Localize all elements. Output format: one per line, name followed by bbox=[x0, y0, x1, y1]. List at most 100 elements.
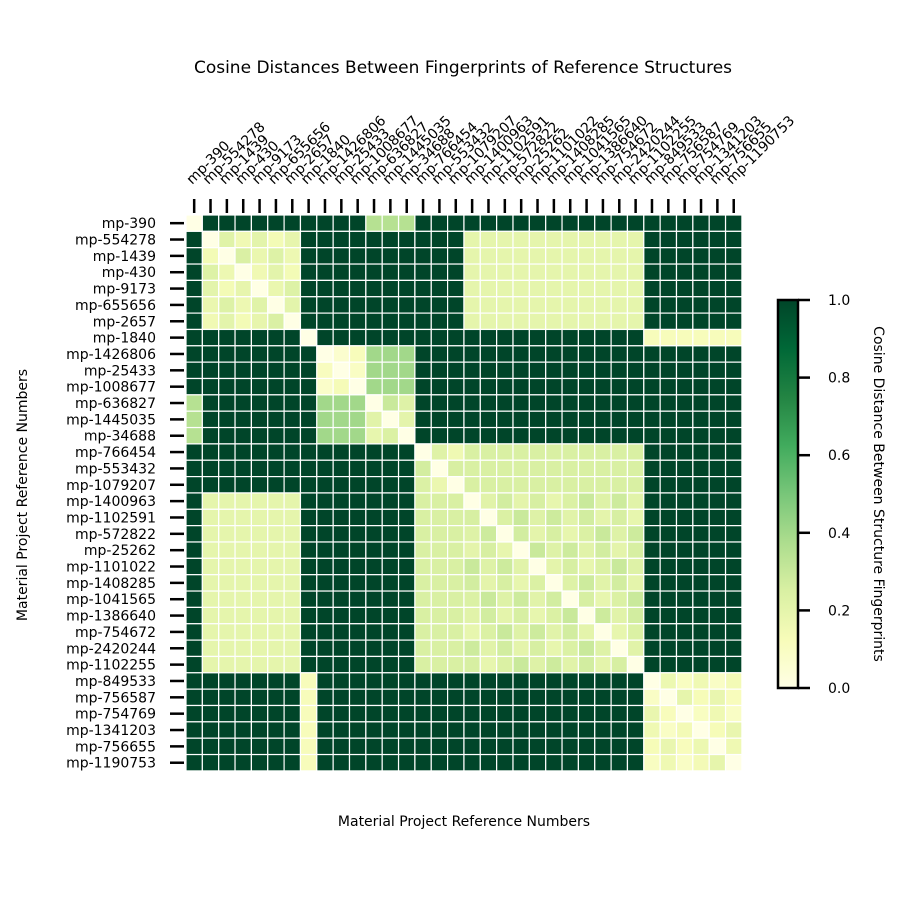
heatmap-cell bbox=[283, 688, 302, 707]
heatmap-cell bbox=[397, 214, 416, 232]
heatmap-cell bbox=[218, 655, 236, 674]
heatmap-cell bbox=[659, 459, 678, 478]
heatmap-cell bbox=[234, 606, 253, 625]
heatmap-cell bbox=[561, 753, 579, 772]
heatmap-cell bbox=[561, 672, 579, 690]
heatmap-cell bbox=[692, 721, 710, 739]
heatmap-cell bbox=[643, 361, 661, 380]
heatmap-cell bbox=[463, 410, 481, 429]
heatmap-cell bbox=[479, 328, 498, 347]
heatmap-cell bbox=[201, 721, 220, 739]
heatmap-cell bbox=[430, 214, 449, 232]
heatmap-cell bbox=[283, 753, 302, 772]
heatmap-cell bbox=[316, 606, 334, 625]
heatmap-cell bbox=[463, 377, 481, 396]
heatmap-cell bbox=[447, 623, 465, 641]
heatmap-cell bbox=[496, 345, 514, 363]
heatmap-cell bbox=[201, 247, 220, 265]
heatmap-cell bbox=[545, 639, 563, 658]
heatmap-cell bbox=[528, 394, 547, 412]
heatmap-cell bbox=[610, 737, 629, 756]
heatmap-cell bbox=[577, 492, 596, 510]
heatmap-cell bbox=[496, 557, 514, 576]
heatmap-cell bbox=[545, 247, 563, 265]
heatmap-cell bbox=[479, 753, 498, 772]
heatmap-cell bbox=[659, 623, 678, 641]
heatmap-cell bbox=[316, 410, 334, 429]
heatmap-cell bbox=[626, 704, 645, 723]
heatmap-cell bbox=[724, 377, 743, 396]
heatmap-cell bbox=[365, 590, 383, 608]
heatmap-cell bbox=[692, 377, 710, 396]
heatmap-cell bbox=[234, 345, 253, 363]
heatmap-cell bbox=[365, 230, 383, 249]
heatmap-cell bbox=[299, 672, 318, 690]
heatmap-cell bbox=[479, 557, 498, 576]
heatmap-cell bbox=[348, 557, 367, 576]
heatmap-cell bbox=[218, 492, 236, 510]
heatmap-cell bbox=[447, 655, 465, 674]
heatmap-cell bbox=[348, 704, 367, 723]
heatmap-cell bbox=[643, 721, 661, 739]
heatmap-cell bbox=[692, 688, 710, 707]
heatmap-cell bbox=[414, 737, 432, 756]
heatmap-cell bbox=[414, 639, 432, 658]
heatmap-cell bbox=[332, 672, 351, 690]
heatmap-cell bbox=[561, 737, 579, 756]
heatmap-cell bbox=[659, 394, 678, 412]
heatmap-cell bbox=[447, 345, 465, 363]
heatmap-cell bbox=[218, 230, 236, 249]
heatmap-cell bbox=[692, 508, 710, 527]
heatmap-cell bbox=[643, 704, 661, 723]
heatmap-cell bbox=[447, 639, 465, 658]
heatmap-cell bbox=[659, 361, 678, 380]
heatmap-cell bbox=[299, 230, 318, 249]
heatmap-cell bbox=[512, 230, 530, 249]
heatmap-cell bbox=[299, 639, 318, 658]
heatmap-cell bbox=[577, 508, 596, 527]
heatmap-cell bbox=[299, 328, 318, 347]
heatmap-cell bbox=[512, 247, 530, 265]
heatmap-cell bbox=[283, 426, 302, 445]
heatmap-cell bbox=[348, 606, 367, 625]
heatmap-cell bbox=[675, 737, 694, 756]
heatmap-cell bbox=[496, 214, 514, 232]
heatmap-cell bbox=[512, 753, 530, 772]
heatmap-cell bbox=[365, 688, 383, 707]
heatmap-cell bbox=[250, 230, 269, 249]
heatmap-cell bbox=[708, 361, 727, 380]
heatmap-cell bbox=[626, 459, 645, 478]
heatmap-cell bbox=[283, 541, 302, 559]
heatmap-cell bbox=[594, 557, 612, 576]
y-tick-label: mp-756655 bbox=[75, 739, 156, 755]
heatmap-cell bbox=[397, 753, 416, 772]
heatmap-cell bbox=[708, 590, 727, 608]
heatmap-cell bbox=[414, 426, 432, 445]
heatmap-cell bbox=[724, 721, 743, 739]
heatmap-cell bbox=[610, 704, 629, 723]
heatmap-cell bbox=[430, 394, 449, 412]
heatmap-cell bbox=[267, 492, 285, 510]
heatmap-cell bbox=[348, 753, 367, 772]
heatmap-cell bbox=[708, 737, 727, 756]
heatmap-cell bbox=[397, 426, 416, 445]
heatmap-cell bbox=[397, 623, 416, 641]
heatmap-cell bbox=[185, 737, 203, 756]
heatmap-cell bbox=[299, 296, 318, 314]
heatmap-cell bbox=[692, 345, 710, 363]
heatmap-cell bbox=[250, 263, 269, 281]
heatmap-cell bbox=[708, 394, 727, 412]
heatmap-cell bbox=[479, 426, 498, 445]
heatmap-cell bbox=[594, 214, 612, 232]
heatmap-cell bbox=[381, 508, 400, 527]
heatmap-cell bbox=[545, 672, 563, 690]
heatmap-cell bbox=[577, 672, 596, 690]
heatmap-cell bbox=[381, 737, 400, 756]
heatmap-cell bbox=[348, 623, 367, 641]
heatmap-cell bbox=[512, 492, 530, 510]
heatmap-cell bbox=[479, 214, 498, 232]
heatmap-cell bbox=[348, 296, 367, 314]
heatmap-cell bbox=[610, 279, 629, 298]
heatmap-cell bbox=[185, 296, 203, 314]
heatmap-cell bbox=[577, 312, 596, 331]
